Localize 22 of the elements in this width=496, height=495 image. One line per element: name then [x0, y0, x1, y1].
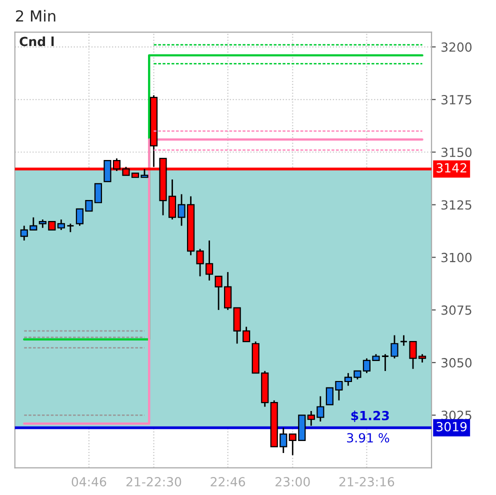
y-tick-label: 3175 [442, 94, 472, 104]
candlestick [94, 183, 102, 204]
y-tick-label: 3200 [442, 42, 472, 52]
y-tick-label: 3075 [442, 305, 472, 315]
ref-line-label: 3142 [436, 163, 466, 173]
y-tick-label: 3100 [442, 252, 472, 262]
x-tick-label: 21-22:30 [126, 477, 182, 486]
annotation: $1.23 [351, 410, 389, 422]
annotation: Cnd l [20, 36, 54, 46]
annotation: 3.91 % [347, 433, 390, 443]
y-tick-label: 3150 [442, 148, 472, 158]
y-tick-label: 3125 [442, 200, 472, 210]
x-tick-label: 22:46 [210, 477, 246, 486]
candlestick [57, 218, 65, 231]
ref-line-label: 3019 [436, 422, 467, 432]
candlestick [390, 334, 398, 360]
candlestick [381, 353, 390, 372]
y-tick-label: 3050 [442, 358, 472, 368]
x-tick-label: 04:46 [72, 477, 106, 486]
chart-title: 2 Min [16, 10, 56, 22]
x-tick-label: 23:00 [276, 477, 310, 486]
x-tick-label: 21-23:16 [339, 477, 394, 486]
